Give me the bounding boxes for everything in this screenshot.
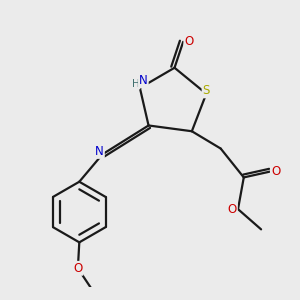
Text: N: N: [95, 145, 104, 158]
Text: O: O: [228, 203, 237, 216]
Text: O: O: [73, 262, 83, 275]
Text: O: O: [184, 35, 194, 48]
Text: O: O: [271, 165, 280, 178]
Text: N: N: [139, 74, 148, 87]
Text: S: S: [202, 84, 210, 97]
Text: H: H: [132, 79, 140, 88]
